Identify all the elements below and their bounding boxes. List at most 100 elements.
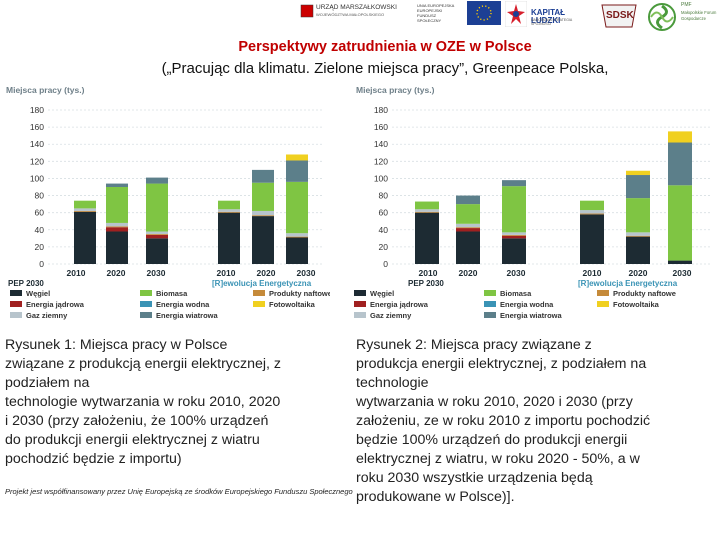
bar-segment-węgiel	[74, 211, 96, 264]
bar-segment-energia-jądrowa	[106, 227, 128, 232]
kapital-logo: KAPITAŁ LUDZKI NARODOWA STRATEGIA SPÓJNO…	[505, 1, 593, 29]
x-tick-label: 2010	[419, 268, 438, 278]
bar-segment-biomasa	[415, 201, 439, 210]
bar-segment-gaz-ziemny	[146, 231, 168, 235]
legend-swatch	[484, 301, 496, 307]
bar-segment-energia-wiatrowa	[286, 160, 308, 182]
bar-segment-węgiel	[502, 238, 526, 264]
sdsk-logo: SDSK	[598, 1, 640, 33]
legend-swatch	[484, 312, 496, 318]
caption-right-line: roku 2030 wszystkie urządzenia będą	[356, 470, 593, 486]
urzad-logo-text: URZĄD MARSZAŁKOWSKI	[316, 4, 397, 11]
pmf-swirl-icon	[648, 3, 676, 31]
legend-swatch	[597, 290, 609, 296]
bar-segment-produkty-naftowe	[252, 215, 274, 217]
legend-label: Gaz ziemny	[370, 311, 412, 320]
bar-segment-energia-wiatrowa	[668, 142, 692, 186]
bar-segment-węgiel	[626, 236, 650, 264]
caption-left: Rysunek 1: Miejsca pracy w Polsce związa…	[5, 336, 345, 469]
x-tick-label: 2030	[297, 268, 316, 278]
legend-label: Energia wodna	[156, 300, 210, 309]
x-tick-label: 2030	[673, 268, 692, 278]
caption-right-line: produkowane w Polsce)].	[356, 489, 515, 505]
bar-segment-gaz-ziemny	[456, 223, 480, 228]
bar-segment-energia-jądrowa	[456, 228, 480, 232]
bar-segment-energia-jądrowa	[502, 235, 526, 239]
legend-swatch	[10, 290, 22, 296]
bar-segment-węgiel	[286, 237, 308, 264]
bar-segment-fotowoltaika	[286, 154, 308, 161]
caption-left-line: do produkcji energii elektrycznej z wiat…	[5, 432, 260, 448]
bar-segment-biomasa	[146, 183, 168, 232]
bar-segment-węgiel	[218, 212, 240, 264]
legend-label: Produkty naftowe	[613, 289, 676, 298]
legend-swatch	[140, 312, 152, 318]
bar-segment-gaz-ziemny	[74, 208, 96, 211]
pmf-logo: PMF Małopolskie Forum Gospodarcze	[647, 0, 720, 36]
bar-segment-energia-wiatrowa	[146, 177, 168, 184]
caption-right-line: będzie 100% urządzeń do produkcji energi…	[356, 432, 628, 448]
bar-segment-energia-wiatrowa	[626, 175, 650, 199]
y-tick-label: 80	[379, 191, 389, 201]
y-tick-label: 160	[374, 122, 388, 132]
urzad-logo: URZĄD MARSZAŁKOWSKI WOJEWÓDZTWA MAŁOPOLS…	[300, 2, 412, 22]
x-tick-label: 2010	[217, 268, 236, 278]
caption-left-line: technologie wytwarzania w roku 2010, 202…	[5, 394, 281, 410]
legend-swatch	[253, 290, 265, 296]
caption-left-line: i 2030 (przy założeniu, że 100% urządzeń	[5, 413, 269, 429]
bar-segment-energia-wiatrowa	[456, 195, 480, 205]
legend-label: Energia wiatrowa	[156, 311, 219, 320]
group-label: PEP 2030	[8, 279, 44, 288]
legend-swatch	[253, 301, 265, 307]
bar-segment-produkty-naftowe	[626, 235, 650, 237]
bar-segment-biomasa	[502, 186, 526, 233]
legend-swatch	[354, 312, 366, 318]
x-tick-label: 2020	[459, 268, 478, 278]
y-tick-label: 140	[30, 139, 44, 149]
chart-left: Miejsca pracy (tys.) 180 160 140 120 100 80 60 4…	[6, 85, 330, 320]
bar-segment-gaz-ziemny	[626, 232, 650, 236]
kapital-logo-text: KAPITAŁ LUDZKI	[531, 8, 566, 25]
legend-swatch	[10, 301, 22, 307]
bar-segment-energia-wiatrowa	[502, 180, 526, 187]
y-tick-label: 20	[379, 242, 389, 252]
x-tick-label: 2020	[629, 268, 648, 278]
pmf-logo-sub: Małopolskie Forum Gospodarcze	[681, 10, 717, 21]
bar-segment-fotowoltaika	[668, 131, 692, 143]
legend-swatch	[484, 290, 496, 296]
eu-logo: UNIA EUROPEJSKA EUROPEJSKI FUNDUSZ SPOŁE…	[417, 1, 502, 25]
group-label: [R]ewolucja Energetyczna	[212, 279, 312, 288]
bar-segment-fotowoltaika	[626, 170, 650, 176]
bar-segment-produkty-naftowe	[502, 234, 526, 236]
legend-swatch	[597, 301, 609, 307]
caption-right-line: założeniu, ze w roku 2010 z importu poch…	[356, 413, 651, 429]
bar-segment-węgiel	[580, 214, 604, 264]
footer-note: Projekt jest współfinansowany przez Unię…	[5, 487, 353, 496]
x-tick-label: 2030	[147, 268, 166, 278]
bar-segment-biomasa	[106, 187, 128, 223]
legend-swatch	[354, 301, 366, 307]
caption-left-line: związane z produkcją energii elektryczne…	[5, 356, 281, 372]
caption-left-line: podziałem na	[5, 375, 90, 391]
x-tick-label: 2030	[507, 268, 526, 278]
legend-label: Fotowoltaika	[269, 300, 316, 309]
y-tick-label: 60	[379, 208, 389, 218]
eu-flag-icon	[467, 1, 501, 25]
group-label: PEP 2030	[408, 279, 444, 288]
bar-segment-biomasa	[286, 181, 308, 234]
y-tick-label: 0	[383, 259, 388, 269]
bar-segment-biomasa	[456, 204, 480, 224]
bar-segment-gaz-ziemny	[502, 232, 526, 235]
legend-swatch	[354, 290, 366, 296]
legend-label: Energia wiatrowa	[500, 311, 563, 320]
bar-segment-węgiel	[146, 238, 168, 264]
caption-right-line: technologie	[356, 375, 429, 391]
bar-segment-produkty-naftowe	[580, 213, 604, 215]
bar-segment-gaz-ziemny	[286, 233, 308, 237]
legend-label: Biomasa	[156, 289, 188, 298]
y-tick-label: 100	[374, 173, 388, 183]
bar-segment-produkty-naftowe	[106, 226, 128, 228]
bar-segment-energia-wiatrowa	[106, 183, 128, 187]
bar-segment-gaz-ziemny	[252, 210, 274, 216]
bar-segment-węgiel	[415, 212, 439, 264]
